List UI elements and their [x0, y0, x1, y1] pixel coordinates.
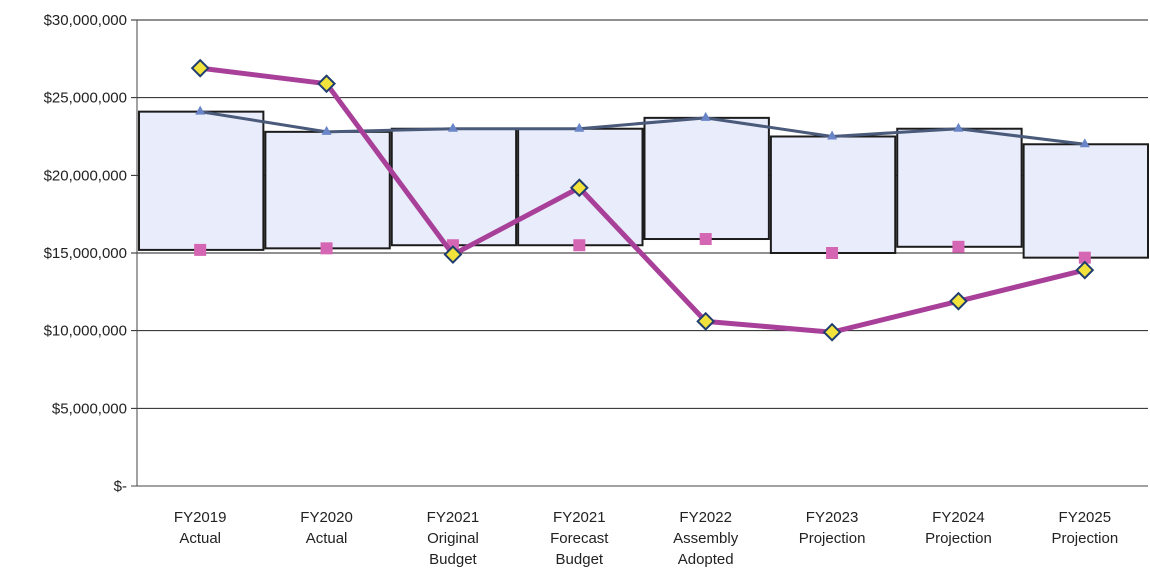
- x-tick-label: FY2019 Actual: [174, 509, 227, 547]
- x-tick-label: FY2021 Original Budget: [427, 509, 480, 568]
- main-series-point: [949, 291, 968, 311]
- x-tick-label: FY2025 Projection: [1051, 509, 1118, 547]
- x-tick-label: FY2024 Projection: [925, 509, 992, 547]
- main-series-point: [443, 245, 463, 264]
- y-tick-label: $5,000,000: [52, 400, 127, 417]
- main-series-point: [569, 178, 589, 198]
- band-top-point: [827, 130, 838, 140]
- main-series-point: [696, 311, 716, 331]
- y-tick-label: $15,000,000: [44, 245, 127, 262]
- range-box: [1022, 143, 1149, 259]
- y-tick-label: $-: [114, 478, 127, 495]
- main-line-series: [190, 58, 1095, 342]
- band-top-point: [574, 122, 585, 132]
- range-box: [643, 116, 770, 241]
- x-tick-label: FY2022 Assembly Adopted: [673, 509, 739, 568]
- x-axis-ticks: FY2019 Actual FY2020 Actual FY2021 Original Bu…: [174, 509, 1118, 568]
- band-top-series: [195, 105, 1090, 148]
- main-series-point: [317, 74, 336, 94]
- band-bottom-point: [1078, 251, 1091, 264]
- x-tick-label: FY2020 Actual: [300, 509, 353, 547]
- band-top-point: [953, 122, 964, 132]
- band-bottom-point: [826, 247, 839, 259]
- range-box: [138, 110, 265, 251]
- y-axis-ticks: $30,000,000 $25,000,000 $20,000,000 $15,000…: [44, 12, 127, 495]
- band-top-point: [195, 105, 206, 115]
- band-bottom-point: [320, 242, 333, 255]
- band-top-point: [447, 122, 458, 132]
- band-top-point: [700, 111, 711, 121]
- band-top-point: [1079, 138, 1090, 148]
- x-tick-label: FY2021 Forecast Budget: [550, 509, 609, 568]
- band-top-line: [199, 110, 1085, 146]
- range-box: [264, 130, 391, 250]
- x-tick-label: FY2023 Projection: [799, 509, 866, 547]
- range-box: [390, 127, 518, 247]
- main-series-line: [197, 65, 1088, 335]
- band-bottom-point: [194, 243, 207, 256]
- band-bottom-point: [699, 233, 712, 246]
- range-box: [769, 135, 897, 254]
- main-series-point: [822, 322, 842, 342]
- y-tick-label: $30,000,000: [44, 12, 127, 29]
- band-bottom-point: [952, 240, 965, 253]
- band-bottom-point: [573, 239, 586, 252]
- main-series-point: [1075, 260, 1095, 280]
- y-tick-label: $20,000,000: [44, 167, 127, 184]
- range-bands: [138, 110, 1149, 259]
- y-tick-label: $25,000,000: [44, 90, 127, 107]
- band-top-point: [321, 125, 332, 135]
- y-tick-label: $10,000,000: [44, 323, 127, 340]
- range-box: [896, 127, 1023, 248]
- main-series-point: [190, 58, 210, 78]
